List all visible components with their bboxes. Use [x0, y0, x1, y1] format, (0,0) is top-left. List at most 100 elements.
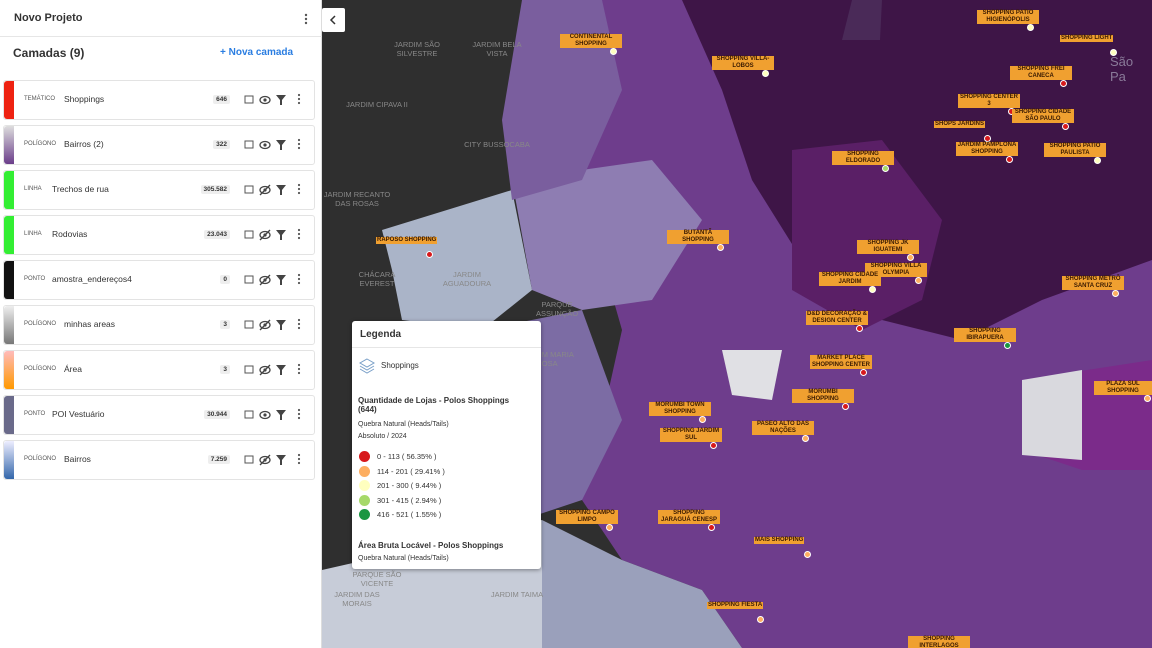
- layer-row[interactable]: POLÍGONO minhas areas 3: [3, 305, 315, 345]
- shopping-label: SHOPPING FREI CANECA: [1010, 66, 1072, 80]
- layer-row[interactable]: PONTO amostra_endereços4 0: [3, 260, 315, 300]
- shopping-marker: [1110, 49, 1117, 56]
- neighborhood-label: JARDIM SÃO SILVESTRE: [394, 40, 440, 58]
- shopping-label: SHOPPING CIDADE SÃO PAULO: [1012, 109, 1074, 123]
- menu-icon[interactable]: [302, 12, 310, 26]
- legend-class: 0 - 113 ( 56.35% ): [377, 452, 437, 461]
- shopping-label: SHOPPING CENTER 3: [958, 94, 1020, 108]
- layer-row[interactable]: LINHA Rodovias 23.043: [3, 215, 315, 255]
- layer-actions[interactable]: [244, 138, 314, 152]
- shopping-label: SHOPPING LIGHT: [1060, 35, 1114, 42]
- shopping-marker: [699, 416, 706, 423]
- layer-count: 0: [220, 275, 230, 284]
- layer-icons: [244, 453, 314, 472]
- layer-actions[interactable]: [244, 363, 314, 377]
- shopping-marker: [1112, 290, 1119, 297]
- shopping-marker: [842, 403, 849, 410]
- collapse-button[interactable]: [322, 8, 345, 32]
- legend-swatch: [359, 451, 370, 462]
- legend-swatch: [359, 480, 370, 491]
- layer-actions[interactable]: [244, 408, 314, 422]
- layer-type: PONTO: [24, 276, 46, 282]
- neighborhood-label: CHÁCARA EVEREST: [358, 270, 396, 288]
- layer-name: Shoppings: [64, 94, 105, 104]
- layer-icons: [244, 183, 314, 202]
- layer-actions[interactable]: [244, 273, 314, 287]
- shopping-label: SHOPPING JARAGUÁ CENESP: [658, 510, 720, 524]
- legend-layer: Shoppings: [381, 361, 419, 370]
- layer-icons: [244, 408, 314, 427]
- layer-icons: [244, 228, 314, 247]
- layer-row[interactable]: TEMÁTICO Shoppings 646: [3, 80, 315, 120]
- layer-row[interactable]: POLÍGONO Bairros (2) 322: [3, 125, 315, 165]
- layer-row[interactable]: LINHA Trechos de rua 305.582: [3, 170, 315, 210]
- shopping-label: D&D DECORAÇÃO & DESIGN CENTER: [806, 311, 868, 325]
- shopping-marker: [860, 369, 867, 376]
- project-title: Novo Projeto: [14, 12, 83, 24]
- layer-name: Bairros: [64, 454, 91, 464]
- shopping-label: SHOPPING INTERLAGOS: [908, 636, 970, 648]
- layer-color: [4, 396, 14, 434]
- layer-icons: [244, 138, 314, 157]
- shopping-label: SHOPPING PATIO PAULISTA: [1044, 143, 1106, 157]
- layer-name: POI Vestuário: [52, 409, 105, 419]
- shopping-marker: [915, 277, 922, 284]
- shopping-label: SHOPPING FIESTA: [707, 602, 764, 609]
- shopping-label: MORUMBI SHOPPING: [792, 389, 854, 403]
- shopping-label: SHOPPING JK IGUATEMI: [857, 240, 919, 254]
- layer-name: Bairros (2): [64, 139, 104, 149]
- layer-icon: [358, 358, 376, 374]
- legend-title: Legenda: [360, 329, 402, 340]
- add-layer-button[interactable]: + Nova camada: [220, 47, 294, 58]
- section-title: Quantidade de Lojas - Polos Shoppings (6…: [358, 396, 510, 414]
- shopping-label: JARDIM PAMPLONA SHOPPING: [956, 142, 1018, 156]
- layer-row[interactable]: POLÍGONO Bairros 7.259: [3, 440, 315, 480]
- shopping-marker: [610, 48, 617, 55]
- layer-row[interactable]: POLÍGONO Área 3: [3, 350, 315, 390]
- layer-icons: [244, 273, 314, 292]
- section-method: Quebra Natural (Heads/Tails): [358, 421, 449, 428]
- shopping-marker: [1062, 123, 1069, 130]
- layer-actions[interactable]: [244, 183, 314, 197]
- shopping-label: BUTANTÃ SHOPPING: [667, 230, 729, 244]
- shopping-label: RAPOSO SHOPPING: [376, 237, 438, 244]
- shopping-label: SHOPPING ELDORADO: [832, 151, 894, 165]
- layer-count: 23.043: [204, 230, 230, 239]
- shopping-marker: [984, 135, 991, 142]
- legend-class: 416 - 521 ( 1.55% ): [377, 510, 442, 519]
- shopping-label: MAIS SHOPPING: [754, 537, 805, 544]
- shopping-marker: [802, 435, 809, 442]
- layer-actions[interactable]: [244, 93, 314, 107]
- shopping-label: SHOPPING VILLA-LOBOS: [712, 56, 774, 70]
- layer-actions[interactable]: [244, 228, 314, 242]
- layer-color: [4, 81, 14, 119]
- layer-color: [4, 441, 14, 479]
- neighborhood-label: JARDIM RECANTO DAS ROSAS: [323, 190, 391, 208]
- legend-panel: Legenda Shoppings Quantidade de Lojas - …: [352, 321, 541, 569]
- city-label: São Pa: [1110, 54, 1134, 84]
- layer-icons: [244, 363, 314, 382]
- layers-title: Camadas (9): [13, 46, 85, 60]
- layer-color: [4, 351, 14, 389]
- layer-icons: [244, 318, 314, 337]
- neighborhood-label: JARDIM TAIMA: [490, 590, 544, 599]
- layer-color: [4, 126, 14, 164]
- section-method: Quebra Natural (Heads/Tails): [358, 555, 449, 562]
- shopping-marker: [882, 165, 889, 172]
- layer-row[interactable]: PONTO POI Vestuário 30.944: [3, 395, 315, 435]
- side-panel: Novo Projeto Camadas (9) + Nova camada T…: [0, 0, 322, 648]
- layer-actions[interactable]: [244, 318, 314, 332]
- shopping-marker: [710, 442, 717, 449]
- layer-count: 305.582: [200, 185, 230, 194]
- layer-type: TEMÁTICO: [24, 96, 55, 102]
- layer-actions[interactable]: [244, 453, 314, 467]
- neighborhood-label: JARDIM CIPAVA II: [346, 100, 408, 109]
- shopping-marker: [804, 551, 811, 558]
- shopping-marker: [708, 524, 715, 531]
- shopping-marker: [762, 70, 769, 77]
- shopping-marker: [426, 251, 433, 258]
- shopping-label: SHOPPING IBIRAPUERA: [954, 328, 1016, 342]
- layer-type: LINHA: [24, 186, 42, 192]
- layer-count: 322: [213, 140, 230, 149]
- shopping-label: SHOPPING CAMPO LIMPO: [556, 510, 618, 524]
